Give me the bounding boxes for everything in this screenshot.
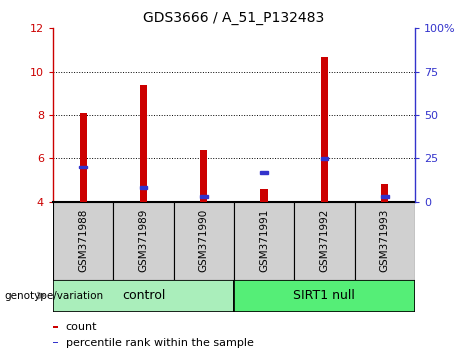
Bar [234,202,294,280]
Text: GSM371989: GSM371989 [138,209,148,273]
Bar [140,187,148,189]
Bar [140,85,147,202]
Text: GSM371988: GSM371988 [78,209,88,273]
Bar [200,195,208,198]
Bar [53,280,234,312]
Bar [80,113,87,202]
Text: percentile rank within the sample: percentile rank within the sample [65,338,254,348]
Bar [53,326,59,328]
Bar [320,157,328,160]
Bar [321,57,328,202]
Text: count: count [65,322,97,332]
Bar [79,166,87,169]
Text: GSM371993: GSM371993 [380,209,390,273]
Bar [381,195,389,198]
Bar [53,202,113,280]
Text: control: control [122,289,165,302]
Bar [260,171,268,174]
Text: SIRT1 null: SIRT1 null [294,289,355,302]
Text: genotype/variation: genotype/variation [5,291,104,301]
Bar [234,280,415,312]
Bar [53,342,59,343]
Text: GSM371991: GSM371991 [259,209,269,273]
Title: GDS3666 / A_51_P132483: GDS3666 / A_51_P132483 [143,11,325,24]
Bar [381,184,388,202]
Bar [174,202,234,280]
Text: GSM371990: GSM371990 [199,209,209,272]
Bar [200,150,207,202]
Bar [260,189,268,202]
Bar [355,202,415,280]
Bar [294,202,355,280]
Text: GSM371992: GSM371992 [319,209,330,273]
Bar [113,202,174,280]
